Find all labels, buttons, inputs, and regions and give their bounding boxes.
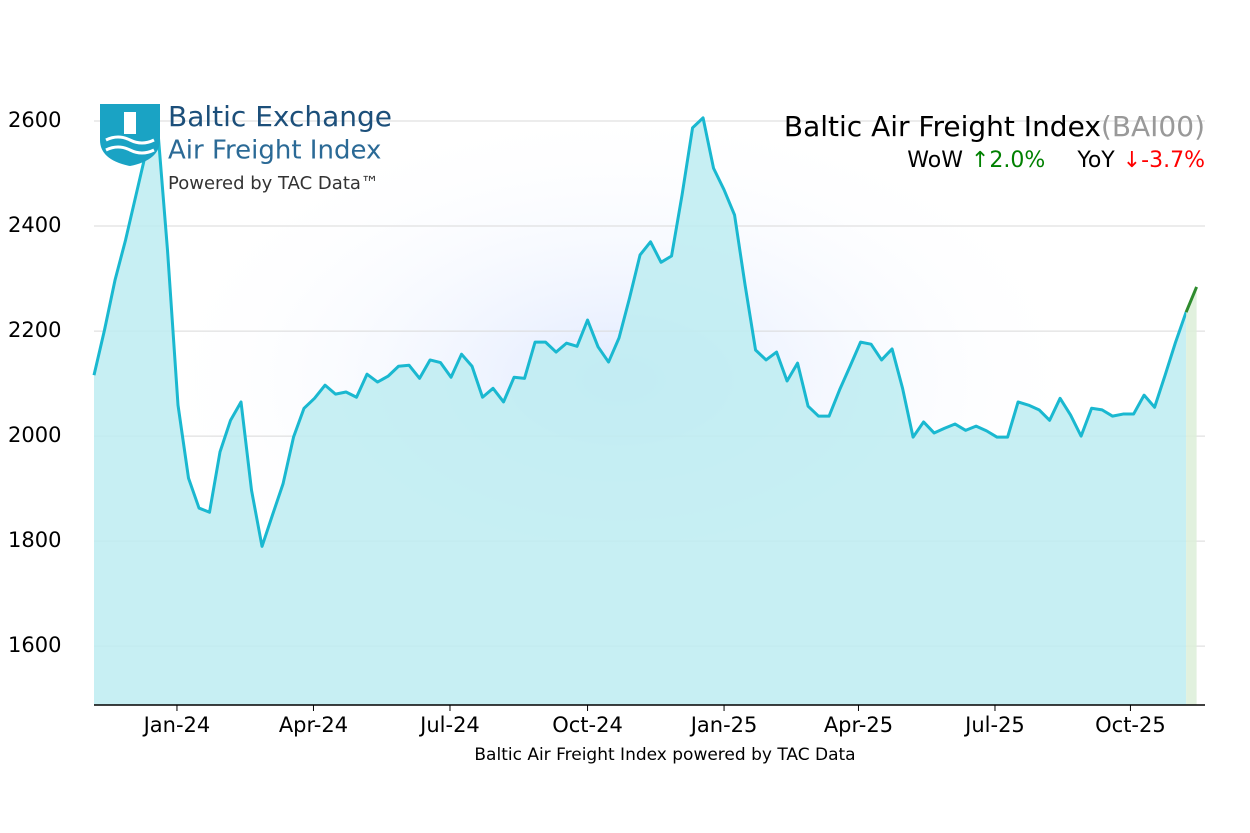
stat-label: WoW [907, 148, 963, 173]
plot-area: 1600 1800 2000 2200 2400 2600 Jan-24 Apr-24 Jul-… [8, 108, 1205, 737]
logo-waves [105, 135, 155, 155]
area [94, 117, 1187, 706]
stat-change: ↑2.0% [971, 148, 1045, 173]
title-code: (BAI00) [1101, 110, 1205, 143]
x-tick-label: Apr-25 [824, 713, 893, 737]
x-tick-label: Jan-25 [689, 713, 758, 737]
y-tick-label: 1800 [8, 528, 61, 552]
x-tick-label: Jul-25 [963, 713, 1025, 737]
x-tick-label: Apr-24 [279, 713, 348, 737]
chart-title: Baltic Air Freight Index [784, 110, 1101, 143]
x-tick-label: Oct-25 [1095, 713, 1166, 737]
title-group: Baltic Air Freight Index(BAI00) [784, 110, 1205, 143]
y-tick-label: 2000 [8, 423, 61, 447]
line [1184, 286, 1198, 313]
x-tick-label: Jan-24 [142, 713, 211, 737]
logo-shield [100, 104, 160, 166]
logo-name: Baltic Exchange [168, 100, 392, 133]
logo: Baltic Exchange Air Freight Index Powere… [100, 100, 392, 194]
logo-lighthouse [124, 112, 136, 134]
x-tick-label: Oct-24 [552, 713, 623, 737]
stat-change: ↓-3.7% [1123, 148, 1205, 173]
logo-tagline: Powered by TAC Data™ [168, 173, 379, 194]
y-tick-label: 1600 [8, 633, 61, 657]
line [92, 116, 1188, 548]
logo-product: Air Freight Index [168, 136, 381, 166]
y-tick-label: 2400 [8, 213, 61, 237]
x-axis-label: Baltic Air Freight Index powered by TAC … [474, 745, 855, 765]
area [1186, 286, 1197, 705]
stat-label: YoY [1076, 148, 1115, 173]
stats: WoW ↑2.0% YoY ↓-3.7% [907, 148, 1205, 173]
y-tick-label: 2200 [8, 318, 61, 342]
y-tick-label: 2600 [8, 108, 61, 132]
x-tick-label: Jul-24 [418, 713, 480, 737]
